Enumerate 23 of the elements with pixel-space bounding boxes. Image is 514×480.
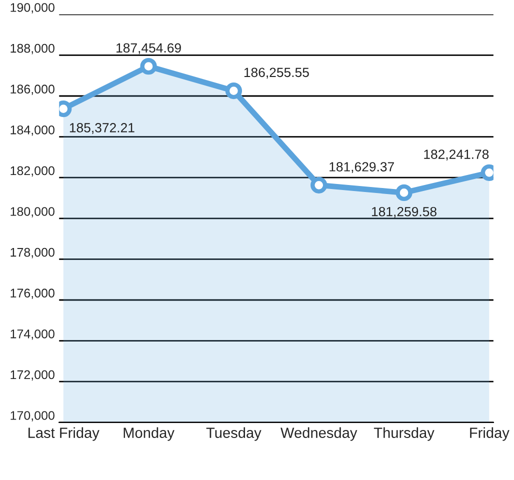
x-tick-label: Wednesday	[280, 427, 358, 441]
y-tick-label: 172,000	[10, 370, 54, 381]
x-tick-label: Monday	[124, 427, 174, 441]
y-tick-label: 176,000	[10, 288, 54, 300]
y-tick-label: 186,000	[10, 84, 54, 96]
data-label: 187,454.69	[116, 43, 181, 54]
y-tick-label: 182,000	[10, 166, 54, 177]
data-label: 182,241.78	[424, 150, 489, 161]
y-tick-label: 184,000	[10, 125, 54, 136]
y-tick-label: 178,000	[10, 248, 54, 258]
y-tick-label: 180,000	[10, 207, 54, 218]
y-tick-label: 190,000	[10, 3, 54, 14]
data-label: 181,259.58	[372, 206, 436, 218]
data-label: 186,255.55	[244, 68, 309, 79]
data-label: 181,629.37	[330, 162, 394, 173]
x-tick-label: Friday	[470, 427, 510, 441]
y-tick-label: 170,000	[10, 411, 54, 422]
y-tick-label: 174,000	[10, 329, 54, 340]
x-tick-label: Thursday	[374, 427, 434, 441]
data-label: 185,372.21	[70, 123, 134, 134]
y-tick-label: 188,000	[10, 44, 54, 54]
x-tick-label: Tuesday	[206, 427, 262, 441]
x-tick-label: Last Friday	[28, 427, 100, 441]
